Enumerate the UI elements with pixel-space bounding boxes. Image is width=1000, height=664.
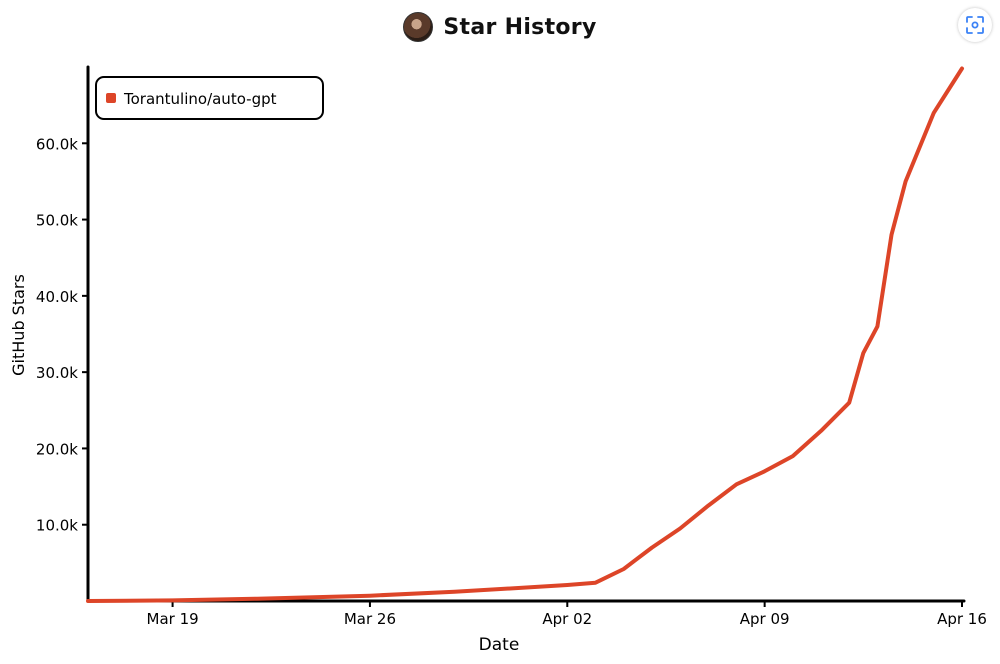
focus-frame-icon [966, 16, 984, 34]
series-group [86, 66, 964, 603]
y-tick-label: 60.0k [36, 135, 78, 153]
x-tick-label: Apr 16 [937, 610, 987, 628]
y-axis: 10.0k 20.0k 30.0k 40.0k 50.0k 60.0k [36, 65, 90, 603]
y-tick-label: 20.0k [36, 440, 78, 458]
y-axis-label: GitHub Stars [9, 274, 28, 376]
x-tick-label: Mar 19 [147, 610, 199, 628]
chart-title: Star History [443, 14, 597, 40]
x-axis-label: Date [479, 635, 520, 655]
y-tick-label: 10.0k [36, 517, 78, 535]
screenshot-button[interactable] [958, 8, 992, 42]
legend-box [95, 76, 324, 120]
legend-label: Torantulino/auto-gpt [123, 90, 277, 108]
x-tick-label: Apr 02 [542, 610, 592, 628]
user-avatar-icon [403, 12, 434, 42]
legend-swatch [106, 93, 116, 103]
legend: Torantulino/auto-gpt [95, 76, 324, 120]
x-axis: Mar 19 Mar 26 Apr 02 Apr 09 Apr 16 [86, 599, 987, 628]
y-tick-label: 30.0k [36, 364, 78, 382]
x-tick-label: Mar 26 [344, 610, 396, 628]
y-tick-label: 40.0k [36, 288, 78, 306]
chart-header: Star History [0, 10, 1000, 44]
series-line-0 [86, 66, 964, 603]
x-tick-label: Apr 09 [740, 610, 790, 628]
y-tick-label: 50.0k [36, 212, 78, 230]
